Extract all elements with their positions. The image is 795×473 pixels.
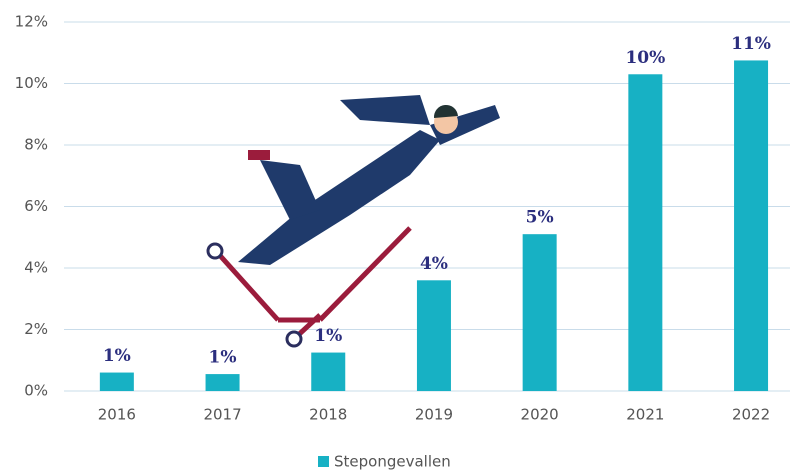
- bar: [734, 60, 768, 391]
- y-tick-label: 8%: [24, 136, 48, 154]
- x-tick-label: 2017: [203, 406, 241, 424]
- x-tick-label: 2022: [732, 406, 770, 424]
- bar: [206, 374, 240, 391]
- y-tick-label: 12%: [15, 13, 48, 31]
- x-tick-label: 2016: [98, 406, 136, 424]
- y-tick-label: 0%: [24, 382, 48, 400]
- x-tick-label: 2021: [626, 406, 664, 424]
- x-tick-label: 2018: [309, 406, 347, 424]
- value-label: 4%: [420, 254, 448, 274]
- legend-swatch: [318, 456, 329, 467]
- bar: [100, 373, 134, 391]
- value-label: 11%: [731, 34, 771, 54]
- value-label: 1%: [209, 348, 237, 368]
- legend-label: Stepongevallen: [334, 453, 451, 471]
- value-label: 5%: [526, 208, 554, 228]
- bar: [628, 74, 662, 391]
- chart: 0% 2% 4% 6% 8% 10% 12% 2016 2017 2018 2019 2020 202…: [0, 0, 795, 473]
- y-tick-label: 6%: [24, 197, 48, 215]
- y-tick-label: 4%: [24, 259, 48, 277]
- bar: [417, 280, 451, 391]
- y-tick-label: 2%: [24, 320, 48, 338]
- value-label: 10%: [625, 48, 665, 68]
- y-tick-label: 10%: [15, 74, 48, 92]
- scooter-illustration: [208, 95, 500, 346]
- value-label: 1%: [314, 326, 342, 346]
- x-tick-label: 2020: [521, 406, 559, 424]
- x-tick-label: 2019: [415, 406, 453, 424]
- bar: [523, 234, 557, 391]
- bar: [311, 353, 345, 391]
- value-label: 1%: [103, 346, 131, 366]
